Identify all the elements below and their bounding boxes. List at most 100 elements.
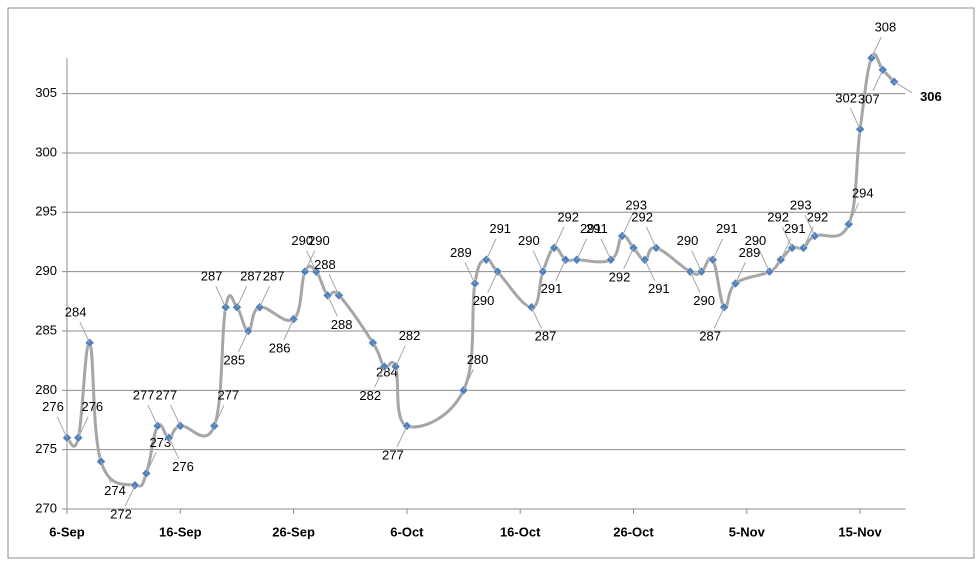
data-label: 302 — [835, 91, 857, 106]
leader-line — [463, 369, 474, 391]
data-label: 277 — [133, 387, 155, 402]
data-point — [164, 432, 174, 443]
leader-line — [79, 321, 91, 344]
data-point — [288, 314, 299, 324]
y-tick-label: 275 — [35, 441, 57, 456]
y-tick-label: 300 — [35, 144, 57, 159]
data-label: 287 — [263, 269, 285, 284]
data-label: 286 — [269, 341, 291, 356]
leader-line — [396, 425, 408, 448]
leader-line — [870, 36, 882, 59]
data-label: 306 — [920, 89, 942, 104]
data-label: 277 — [155, 387, 177, 402]
data-point — [651, 243, 662, 253]
data-point — [311, 266, 322, 277]
data-label: 280 — [467, 352, 489, 367]
data-label: 287 — [535, 329, 557, 344]
data-label: 288 — [314, 257, 336, 272]
y-tick-label: 305 — [35, 85, 57, 100]
leader-line — [644, 259, 656, 281]
y-tick-label: 290 — [35, 263, 57, 278]
leader-line — [147, 404, 159, 427]
data-label: 308 — [875, 19, 897, 34]
data-label: 276 — [172, 459, 194, 474]
leader-line — [759, 250, 770, 272]
leader-line — [170, 404, 181, 427]
leader-line — [213, 404, 225, 427]
data-label: 277 — [382, 447, 404, 462]
data-label: 291 — [489, 221, 511, 236]
x-tick-label: 5-Nov — [729, 524, 766, 539]
data-label: 290 — [677, 233, 699, 248]
leader-line — [372, 342, 384, 365]
data-label: 285 — [223, 352, 245, 367]
x-tick-label: 6-Sep — [49, 524, 84, 539]
leader-line — [100, 461, 112, 483]
leader-line — [893, 81, 913, 94]
data-label: 282 — [359, 388, 381, 403]
leader-line — [804, 214, 816, 237]
data-point — [855, 124, 865, 135]
data-label: 287 — [201, 269, 223, 284]
data-label: 293 — [625, 197, 647, 212]
data-point — [368, 337, 378, 348]
leader-line — [56, 416, 68, 439]
leader-line — [621, 214, 633, 237]
data-label: 291 — [716, 221, 738, 236]
data-label: 277 — [217, 387, 239, 402]
data-label: 288 — [331, 317, 353, 332]
y-tick-label: 295 — [35, 204, 57, 219]
leader-line — [553, 226, 565, 249]
data-label: 292 — [631, 209, 653, 224]
leader-line — [645, 226, 657, 249]
data-label: 290 — [308, 233, 330, 248]
leader-line — [555, 259, 566, 281]
leader-line — [304, 250, 316, 272]
data-point — [538, 266, 548, 277]
leader-line — [872, 69, 884, 92]
data-point — [787, 243, 797, 253]
leader-line — [532, 250, 544, 272]
data-label: 291 — [648, 281, 670, 296]
data-label: 291 — [580, 221, 602, 236]
data-label: 274 — [104, 483, 126, 498]
data-label: 276 — [42, 399, 64, 414]
data-point — [877, 65, 888, 75]
data-point — [96, 456, 106, 467]
data-label: 291 — [784, 221, 806, 236]
data-label: 290 — [745, 233, 767, 248]
data-point — [843, 219, 854, 230]
x-tick-label: 6-Oct — [390, 524, 424, 539]
leader-line — [531, 307, 542, 329]
leader-line — [145, 452, 157, 474]
leader-line — [236, 286, 248, 308]
data-point — [798, 243, 809, 253]
y-tick-label: 270 — [35, 500, 57, 515]
data-label: 292 — [557, 209, 579, 224]
data-label: 289 — [450, 245, 472, 260]
data-label: 284 — [65, 304, 87, 319]
leader-line — [623, 247, 634, 270]
y-tick-label: 285 — [35, 322, 57, 337]
data-point — [141, 468, 152, 479]
data-label: 292 — [609, 269, 631, 284]
leader-line — [373, 366, 385, 388]
leader-line — [689, 271, 701, 293]
leader-line — [306, 250, 317, 272]
data-label: 290 — [518, 233, 540, 248]
leader-line — [691, 250, 702, 272]
leader-line — [215, 286, 227, 308]
data-point — [220, 302, 231, 313]
leader-line — [848, 202, 860, 225]
data-label: 272 — [110, 507, 132, 522]
data-label: 290 — [291, 233, 313, 248]
leader-line — [781, 226, 793, 249]
leader-line — [487, 271, 498, 293]
data-label: 290 — [473, 293, 495, 308]
leader-line — [485, 238, 497, 260]
data-point — [254, 302, 265, 313]
data-point — [130, 480, 140, 491]
data-point — [322, 290, 333, 301]
data-label: 289 — [739, 245, 761, 260]
